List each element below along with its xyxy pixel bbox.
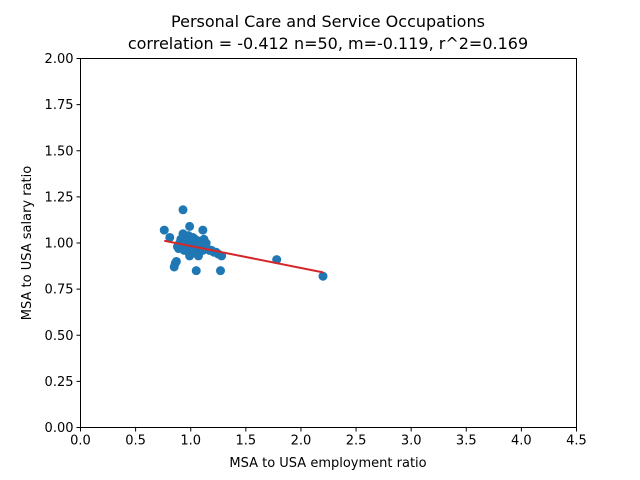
x-tick-label: 2.0 xyxy=(291,434,312,449)
y-tick-label: 0.25 xyxy=(45,375,74,390)
y-tick-label: 0.00 xyxy=(45,421,74,436)
scatter-point xyxy=(217,251,227,261)
scatter-point xyxy=(188,232,198,242)
y-tick-label: 1.00 xyxy=(45,237,74,252)
scatter-point xyxy=(178,205,188,215)
y-tick-label: 1.25 xyxy=(45,190,74,205)
x-axis-label: MSA to USA employment ratio xyxy=(229,456,426,471)
regression-line-group xyxy=(164,239,324,274)
y-tick-label: 0.75 xyxy=(45,283,74,298)
x-tick-label: 4.0 xyxy=(511,434,532,449)
scatter-point xyxy=(171,256,181,266)
x-tick-label: 2.5 xyxy=(346,434,367,449)
regression-line xyxy=(164,239,324,274)
y-tick-label: 1.50 xyxy=(45,144,74,159)
x-tick-label: 1.0 xyxy=(180,434,201,449)
y-tick-label: 0.50 xyxy=(45,329,74,344)
scatter-point xyxy=(186,249,196,259)
x-tick-label: 0.5 xyxy=(125,434,146,449)
y-tick-label: 1.75 xyxy=(45,98,74,113)
chart-subtitle: correlation = -0.412 n=50, m=-0.119, r^2… xyxy=(128,34,528,53)
data-points xyxy=(159,205,328,281)
x-tick-label: 3.0 xyxy=(401,434,422,449)
scatter-point xyxy=(215,266,225,276)
x-tick-label: 0.0 xyxy=(70,434,91,449)
scatter-point xyxy=(185,221,195,231)
plot-frame xyxy=(80,58,577,428)
scatter-point xyxy=(191,266,201,276)
scatter-point xyxy=(318,271,328,281)
axis-ticks: 0.0 0.5 1.0 1.5 2.0 2.5 3.0 3.5 4.0 4.5 0.00 0.25 0.… xyxy=(45,52,587,449)
scatter-point xyxy=(165,232,175,242)
scatter-point xyxy=(198,225,208,235)
x-tick-label: 3.5 xyxy=(456,434,477,449)
x-tick-label: 1.5 xyxy=(235,434,256,449)
scatter-point xyxy=(159,225,169,235)
chart-title: Personal Care and Service Occupations xyxy=(171,12,485,31)
y-tick-label: 2.00 xyxy=(45,52,74,67)
y-axis-label: MSA to USA salary ratio xyxy=(20,166,35,320)
x-tick-label: 4.5 xyxy=(566,434,587,449)
